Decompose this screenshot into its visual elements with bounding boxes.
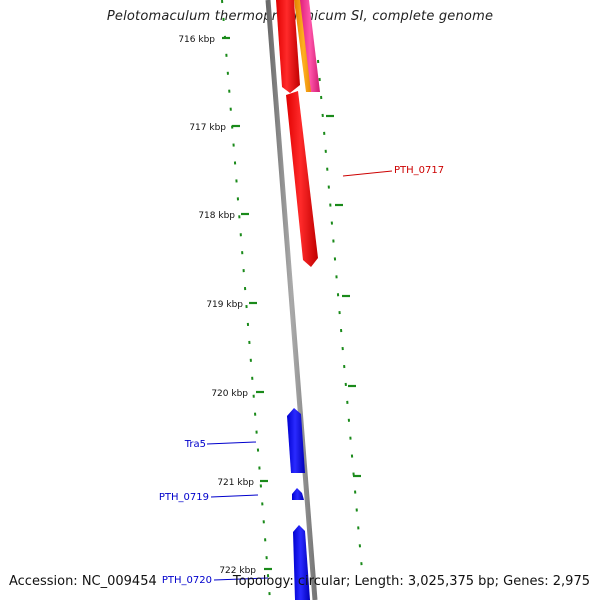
right-ruler-track: [317, 59, 363, 571]
kbp-label: 716 kbp: [178, 35, 215, 45]
gene-pth-0717[interactable]: [286, 91, 318, 267]
kbp-label: 717 kbp: [189, 123, 226, 133]
kbp-label: 721 kbp: [217, 478, 254, 488]
kbp-label: 720 kbp: [211, 389, 248, 399]
pink-feature[interactable]: [300, 0, 320, 92]
leader-pth-0717: [342, 170, 393, 177]
red-gene-upper[interactable]: [276, 0, 300, 93]
gene-label-tra5[interactable]: Tra5: [184, 439, 206, 450]
leader-pth-0720: [213, 577, 269, 581]
leader-tra5: [206, 441, 257, 445]
kbp-label: 722 kbp: [219, 566, 256, 576]
leader-pth-0719: [210, 494, 259, 498]
major-tick-marks: [222, 36, 361, 571]
gene-tra5[interactable]: [287, 408, 305, 473]
kbp-label: 718 kbp: [198, 211, 235, 221]
genome-backbone: [265, 0, 318, 600]
gene-label-pth-0720[interactable]: PTH_0720: [162, 575, 212, 586]
gene-pth-0720[interactable]: [293, 525, 310, 600]
gene-label-pth-0719[interactable]: PTH_0719: [159, 492, 209, 503]
gene-label-pth-0717[interactable]: PTH_0717: [394, 165, 444, 176]
accession-text: Accession: NC_009454: [9, 574, 157, 589]
kbp-labels: 716 kbp 717 kbp 718 kbp 719 kbp 720 kbp …: [178, 35, 256, 576]
kbp-label: 719 kbp: [206, 300, 243, 310]
gene-pth-0719[interactable]: [292, 488, 304, 500]
genome-summary-text: Topology: circular; Length: 3,025,375 bp…: [232, 574, 590, 589]
